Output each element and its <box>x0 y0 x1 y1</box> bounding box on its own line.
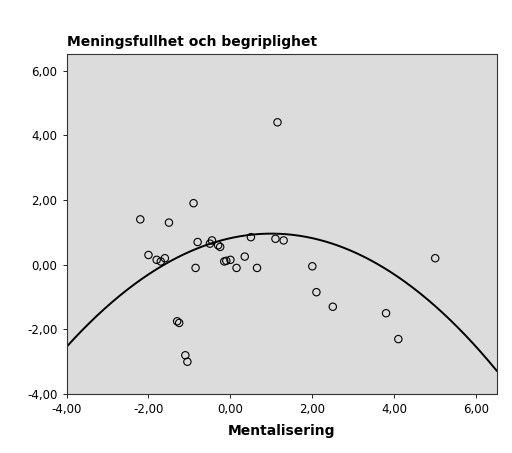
Point <box>382 309 390 317</box>
Point <box>208 237 216 244</box>
Point <box>232 264 241 271</box>
Point <box>247 234 255 241</box>
Point <box>431 255 439 262</box>
Point <box>329 303 337 310</box>
Point <box>157 258 165 265</box>
Point <box>136 216 144 223</box>
Point <box>183 358 191 366</box>
Point <box>394 336 402 343</box>
Point <box>271 235 280 242</box>
Point <box>153 256 161 264</box>
Point <box>191 264 200 271</box>
Point <box>216 243 224 251</box>
Point <box>220 258 228 265</box>
Point <box>144 251 153 259</box>
Point <box>280 237 288 244</box>
Point <box>226 256 234 264</box>
Point <box>241 253 249 260</box>
Point <box>308 263 316 270</box>
Point <box>222 257 230 265</box>
Point <box>253 264 261 271</box>
Point <box>194 238 202 246</box>
Point <box>181 352 189 359</box>
Point <box>214 241 222 249</box>
Point <box>161 255 169 262</box>
Point <box>206 240 214 247</box>
Point <box>175 319 183 327</box>
Point <box>189 200 198 207</box>
Point <box>312 289 321 296</box>
Point <box>165 219 173 226</box>
X-axis label: Mentalisering: Mentalisering <box>228 424 335 439</box>
Point <box>273 119 282 126</box>
Point <box>173 318 181 325</box>
Text: Meningsfullhet och begriplighet: Meningsfullhet och begriplighet <box>67 35 317 49</box>
